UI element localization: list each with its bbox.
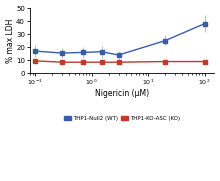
Y-axis label: % max LDH: % max LDH	[6, 18, 15, 63]
Legend: THP1-Null2 (WT), THP1-KO-ASC (KO): THP1-Null2 (WT), THP1-KO-ASC (KO)	[62, 114, 182, 123]
X-axis label: Nigericin (μM): Nigericin (μM)	[95, 89, 149, 98]
